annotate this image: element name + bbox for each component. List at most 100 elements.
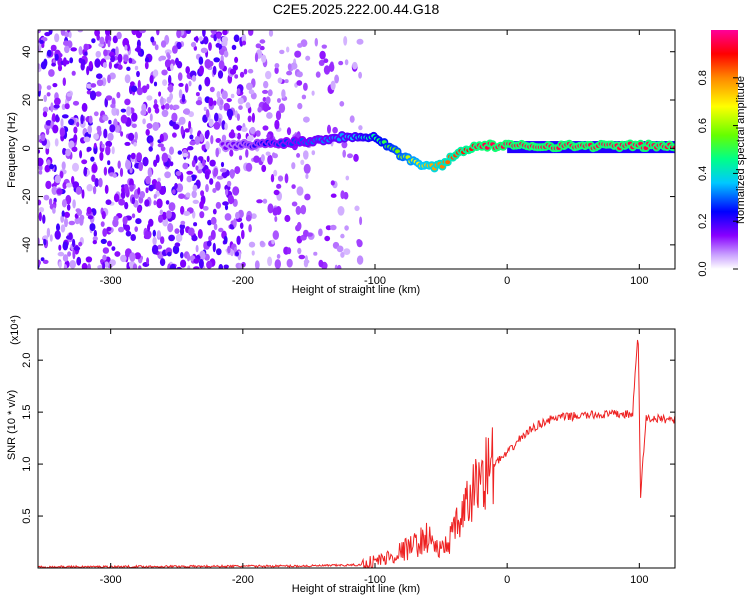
heatmap-cell [165, 200, 170, 205]
heatmap-cell [38, 199, 42, 206]
heatmap-cell [61, 114, 69, 119]
heatmap-cell [105, 199, 112, 205]
heatmap-cell [91, 163, 98, 173]
heatmap-cell [172, 123, 180, 130]
heatmap-cell [62, 147, 66, 156]
heatmap-cell [267, 89, 273, 97]
heatmap-cell [142, 156, 149, 167]
heatmap-cell [286, 258, 293, 268]
heatmap-cell [334, 264, 338, 269]
heatmap-cell [50, 44, 57, 52]
heatmap-cell [107, 39, 111, 48]
heatmap-cell [103, 55, 111, 60]
heatmap-cell [83, 166, 88, 177]
heatmap-cell [255, 130, 261, 137]
heatmap-cell [96, 79, 104, 87]
heatmap-cell [119, 167, 124, 177]
heatmap-cell [187, 265, 191, 269]
heatmap-cell [287, 63, 292, 70]
heatmap-cell [303, 150, 309, 160]
heatmap-cell [38, 63, 41, 70]
heatmap-cell [213, 121, 221, 130]
heatmap-cell [91, 38, 96, 44]
heatmap-cell [62, 77, 66, 86]
heatmap-cell [184, 83, 189, 93]
heatmap-cell [107, 160, 111, 166]
heatmap-cell [81, 102, 88, 112]
heatmap-cell [191, 75, 197, 82]
heatmap-cell [64, 103, 70, 110]
heatmap-cell [138, 265, 142, 269]
heatmap-cell [192, 184, 198, 192]
heatmap-cell [212, 65, 217, 76]
heatmap-cell [131, 213, 136, 219]
heatmap-cell [43, 194, 50, 201]
heatmap-cell [349, 115, 355, 123]
heatmap-cell [202, 159, 206, 167]
heatmap-cell [100, 221, 105, 227]
heatmap-cell [301, 94, 307, 100]
heatmap-cell [124, 224, 131, 232]
heatmap-cell [124, 44, 128, 51]
heatmap-cell [146, 83, 150, 90]
heatmap-cell [236, 113, 240, 121]
heatmap-cell [69, 57, 74, 64]
heatmap-cell [286, 247, 292, 255]
heatmap-cell [159, 209, 164, 215]
spectrogram-x-ticks: -300 -200 -100 0 100 [100, 30, 648, 287]
heatmap-cell [38, 83, 42, 92]
heatmap-cell [228, 131, 236, 139]
heatmap-cell [247, 115, 252, 123]
heatmap-cell [274, 63, 280, 69]
heatmap-cell [133, 142, 137, 147]
heatmap-cell [185, 192, 191, 198]
heatmap-cell [101, 211, 106, 220]
heatmap-cell [142, 118, 146, 125]
heatmap-cell [164, 59, 172, 69]
heatmap-cell [294, 50, 302, 58]
heatmap-cell [154, 44, 159, 51]
snr-frame [37, 328, 676, 569]
heatmap-cell [60, 118, 64, 128]
heatmap-cell [76, 256, 82, 266]
heatmap-cell [98, 177, 103, 188]
heatmap-cell [102, 62, 107, 69]
y-tick-label: 2.0 [21, 353, 33, 368]
heatmap-cell [318, 228, 323, 237]
heatmap-cell [241, 261, 246, 268]
heatmap-cell [225, 188, 229, 196]
heatmap-cell [219, 168, 227, 173]
heatmap-cell [186, 170, 194, 175]
heatmap-cell [38, 207, 45, 213]
heatmap-cell [337, 206, 345, 216]
heatmap-cell [275, 110, 282, 121]
heatmap-cell [167, 54, 171, 60]
heatmap-cell [115, 46, 119, 57]
heatmap-cell [132, 263, 138, 269]
heatmap-cell [56, 188, 63, 195]
heatmap-cell [324, 235, 331, 242]
heatmap-cell [54, 230, 61, 240]
heatmap-cell [68, 118, 75, 126]
heatmap-cell [307, 232, 313, 237]
heatmap-cell [62, 182, 67, 190]
heatmap-cell [144, 229, 152, 240]
heatmap-cell [168, 202, 176, 212]
heatmap-cell [157, 143, 164, 148]
heatmap-cell [81, 159, 88, 165]
heatmap-cell [296, 186, 304, 196]
heatmap-cell [169, 104, 174, 110]
snr-y-label: SNR (10 * v/v) [6, 390, 18, 460]
heatmap-cell [300, 159, 305, 165]
heatmap-cell [112, 173, 117, 178]
heatmap-cell [120, 191, 126, 200]
heatmap-cell [46, 92, 51, 97]
spectrogram-x-label: Height of straight line (km) [292, 284, 420, 296]
heatmap-cell [94, 58, 101, 68]
heatmap-cell [277, 175, 284, 182]
heatmap-cell [125, 160, 132, 170]
heatmap-cell [60, 224, 66, 233]
heatmap-cell [200, 47, 208, 54]
snr-series-line [38, 339, 675, 568]
heatmap-cell [238, 155, 243, 161]
